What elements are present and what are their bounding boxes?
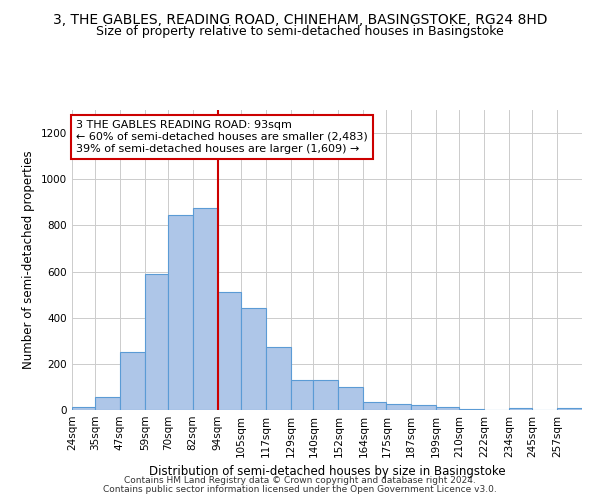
- Bar: [95, 398, 120, 410]
- Y-axis label: Number of semi-detached properties: Number of semi-detached properties: [22, 150, 35, 370]
- Bar: [168, 215, 193, 410]
- Bar: [557, 408, 582, 410]
- Bar: [386, 404, 412, 410]
- Bar: [364, 402, 386, 410]
- Text: 3, THE GABLES, READING ROAD, CHINEHAM, BASINGSTOKE, RG24 8HD: 3, THE GABLES, READING ROAD, CHINEHAM, B…: [53, 12, 547, 26]
- Bar: [241, 308, 266, 410]
- Bar: [218, 292, 241, 410]
- Bar: [72, 406, 95, 410]
- Text: Size of property relative to semi-detached houses in Basingstoke: Size of property relative to semi-detach…: [96, 25, 504, 38]
- Text: 3 THE GABLES READING ROAD: 93sqm
← 60% of semi-detached houses are smaller (2,48: 3 THE GABLES READING ROAD: 93sqm ← 60% o…: [76, 120, 368, 154]
- Bar: [412, 406, 436, 410]
- Bar: [459, 409, 484, 410]
- Text: Contains HM Land Registry data © Crown copyright and database right 2024.: Contains HM Land Registry data © Crown c…: [124, 476, 476, 485]
- Bar: [436, 406, 459, 410]
- Bar: [338, 387, 364, 410]
- Bar: [313, 380, 338, 410]
- Bar: [145, 274, 168, 410]
- Bar: [266, 346, 290, 410]
- X-axis label: Distribution of semi-detached houses by size in Basingstoke: Distribution of semi-detached houses by …: [149, 466, 505, 478]
- Text: Contains public sector information licensed under the Open Government Licence v3: Contains public sector information licen…: [103, 485, 497, 494]
- Bar: [120, 352, 145, 410]
- Bar: [509, 408, 532, 410]
- Bar: [193, 208, 218, 410]
- Bar: [290, 380, 313, 410]
